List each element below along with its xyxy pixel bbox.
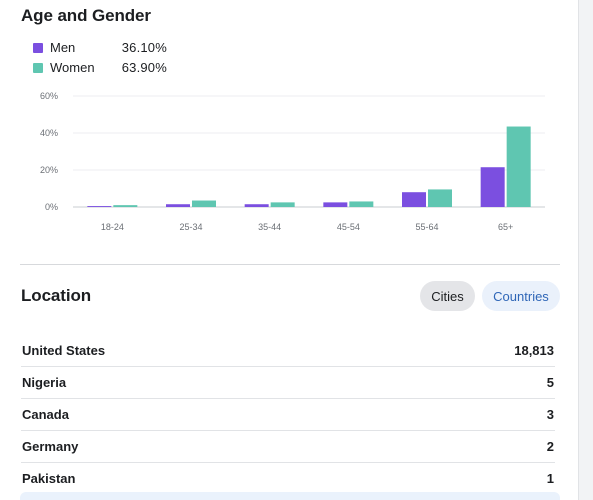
bar-women-55-64 — [428, 189, 452, 207]
table-row: Pakistan 1 — [21, 463, 555, 494]
x-tick-label: 18-24 — [101, 222, 124, 232]
tab-countries[interactable]: Countries — [482, 281, 560, 311]
bar-women-45-54 — [349, 201, 374, 207]
y-tick-label: 20% — [40, 165, 58, 175]
bar-men-35-44 — [244, 204, 269, 207]
location-count: 18,813 — [514, 343, 554, 358]
legend-item-women: Women 63.90% — [33, 58, 167, 77]
age-gender-title: Age and Gender — [21, 6, 151, 25]
location-count: 5 — [546, 375, 554, 390]
bar-men-55-64 — [402, 192, 426, 207]
location-title: Location — [21, 286, 92, 305]
x-tick-label: 65+ — [498, 222, 513, 232]
location-name: Nigeria — [22, 375, 67, 390]
bar-women-25-34 — [192, 200, 216, 207]
bar-women-65+ — [506, 126, 531, 207]
y-tick-label: 60% — [40, 91, 58, 101]
women-swatch — [33, 62, 43, 73]
location-name: Pakistan — [22, 471, 76, 486]
bar-women-18-24 — [113, 205, 138, 207]
tab-cities[interactable]: Cities — [420, 281, 475, 311]
x-tick-label: 45-54 — [337, 222, 360, 232]
legend-label-men: Men — [50, 40, 76, 55]
bar-men-25-34 — [166, 204, 190, 207]
bar-men-45-54 — [323, 202, 348, 207]
section-divider — [20, 264, 560, 265]
legend-item-men: Men 36.10% — [33, 38, 167, 57]
legend-value-women: 63.90% — [121, 60, 167, 75]
legend-label-women: Women — [50, 60, 95, 75]
bottom-banner — [20, 492, 560, 500]
y-tick-label: 0% — [45, 202, 58, 212]
table-row: Canada 3 — [21, 399, 555, 431]
men-swatch — [33, 42, 43, 53]
table-row: United States 18,813 — [21, 335, 555, 367]
location-name: Canada — [22, 407, 69, 422]
x-tick-label: 55-64 — [415, 222, 438, 232]
bar-men-65+ — [480, 167, 505, 207]
table-row: Germany 2 — [21, 431, 555, 463]
bar-women-35-44 — [270, 202, 295, 207]
location-table: United States 18,813 Nigeria 5 Canada 3 … — [21, 335, 555, 494]
location-count: 3 — [546, 407, 554, 422]
location-name: Germany — [22, 439, 79, 454]
location-count: 1 — [546, 471, 554, 486]
age-gender-legend: Men 36.10% Women 63.90% — [33, 38, 167, 78]
location-count: 2 — [546, 439, 554, 454]
insights-card: Age and Gender Men 36.10% Women 63.90% 0… — [0, 0, 579, 500]
bar-men-18-24 — [87, 206, 112, 207]
location-name: United States — [22, 343, 106, 358]
x-tick-label: 25-34 — [179, 222, 202, 232]
table-row: Nigeria 5 — [21, 367, 555, 399]
x-tick-label: 35-44 — [258, 222, 281, 232]
legend-value-men: 36.10% — [121, 40, 167, 55]
y-tick-label: 40% — [40, 128, 58, 138]
age-gender-bar-chart: 0% 20% 40% 60% 18-24 25-34 35-44 45-54 55-64 65+ — [40, 91, 545, 232]
